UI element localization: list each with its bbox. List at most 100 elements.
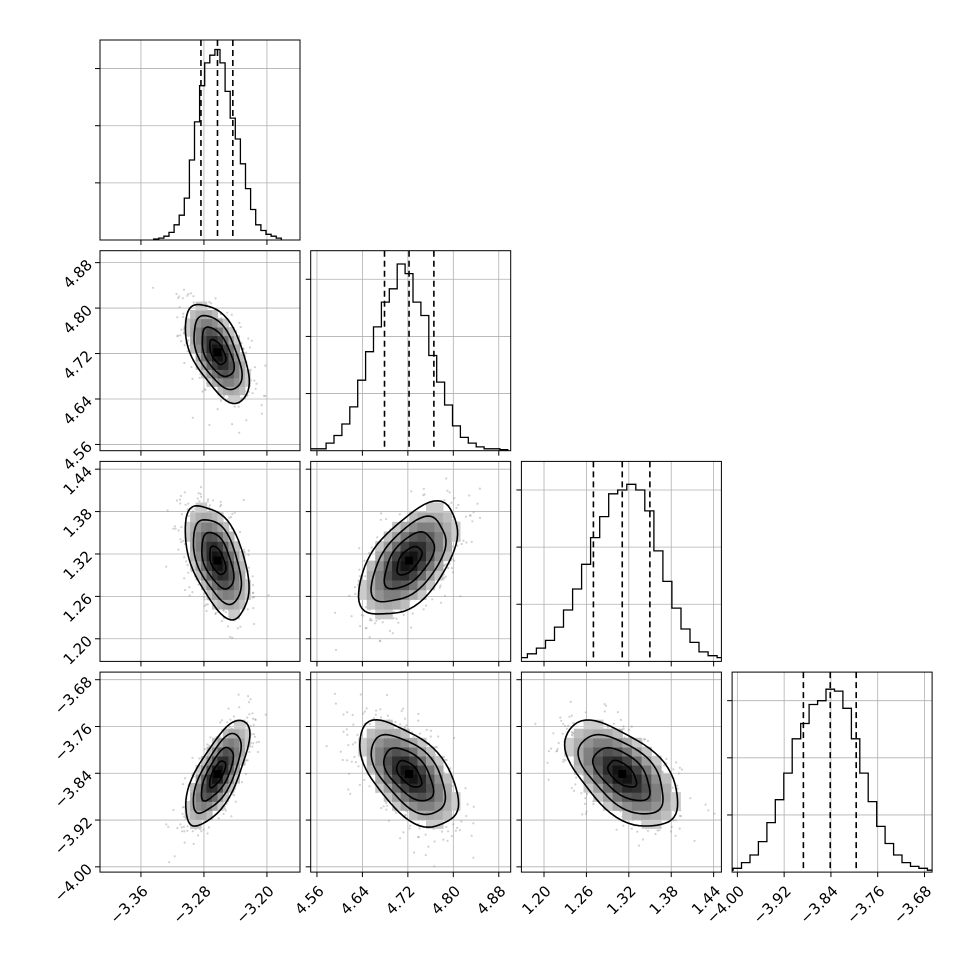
sample-point: [619, 718, 623, 722]
sample-point: [200, 830, 203, 833]
sample-point: [562, 760, 565, 763]
density-cell: [392, 755, 402, 766]
sample-point: [183, 491, 186, 494]
density-cell: [417, 570, 427, 581]
contour-line: [208, 760, 227, 789]
density-cell: [228, 609, 235, 620]
density-cell: [201, 550, 208, 562]
density-cell: [206, 792, 213, 802]
density-cell: [417, 737, 427, 748]
sample-point: [565, 727, 569, 730]
x-tick-label: 1.20: [518, 882, 554, 918]
sample-point: [398, 513, 401, 516]
sample-point: [219, 721, 222, 724]
density-cell: [409, 512, 419, 523]
sample-point: [656, 829, 659, 832]
sample-point: [191, 416, 194, 419]
sample-point: [433, 865, 436, 868]
sample-point: [342, 730, 345, 733]
sample-point: [356, 733, 359, 737]
sample-point: [182, 288, 186, 291]
density-cell: [239, 560, 246, 571]
sample-point: [636, 830, 639, 833]
density-cell: [228, 377, 235, 387]
density-cell: [442, 801, 452, 811]
density-cell: [631, 774, 643, 784]
density-cell: [375, 541, 385, 552]
density-cell: [233, 377, 240, 387]
density-cell: [239, 746, 246, 757]
density-cell: [564, 746, 575, 757]
density-cell: [228, 360, 235, 370]
sample-point: [658, 829, 661, 832]
sample-point: [264, 364, 267, 367]
sample-point: [637, 844, 641, 847]
density-cell: [222, 327, 229, 337]
panel-frame: [99, 460, 301, 662]
density-cell: [184, 327, 191, 337]
density-cell: [426, 810, 436, 820]
sample-point: [392, 617, 395, 620]
sample-point: [585, 810, 588, 813]
density-cell: [206, 521, 213, 533]
density-cell: [201, 810, 208, 820]
sample-point: [347, 788, 350, 791]
sample-point: [713, 812, 716, 815]
density-cell: [583, 783, 594, 793]
sample-point: [555, 750, 558, 753]
sample-point: [563, 724, 567, 728]
density-cell: [602, 737, 614, 748]
sample-point: [460, 542, 463, 546]
density-cell: [417, 792, 427, 802]
sample-point: [251, 392, 254, 395]
density-cell: [201, 570, 208, 581]
sample-point: [643, 738, 647, 741]
sample-point: [450, 835, 453, 838]
sample-point: [206, 743, 209, 746]
sample-point: [382, 805, 385, 808]
density-cell: [383, 570, 393, 581]
density-cell: [573, 746, 585, 757]
sample-point: [245, 419, 248, 422]
sample-point: [177, 548, 180, 551]
sample-point: [646, 829, 650, 832]
sample-point: [351, 713, 354, 717]
density-cell: [195, 502, 202, 513]
density-cell: [190, 318, 197, 328]
sample-point: [677, 772, 680, 775]
sample-point: [253, 366, 257, 369]
density-cell: [392, 746, 402, 757]
sample-point: [679, 815, 683, 818]
density-cell: [222, 377, 229, 387]
sample-point: [222, 812, 225, 816]
density-cell: [426, 801, 436, 811]
sample-point: [173, 855, 176, 858]
sample-point: [198, 376, 201, 379]
density-cell: [651, 755, 662, 766]
density-cell: [358, 746, 368, 757]
sample-point: [556, 749, 559, 753]
sample-point: [220, 503, 223, 506]
sample-point: [207, 826, 210, 829]
sample-point: [168, 861, 171, 864]
sample-point: [678, 827, 681, 830]
sample-point: [230, 515, 233, 519]
density-cell: [217, 386, 224, 396]
density-cell: [451, 531, 461, 542]
sample-point: [179, 502, 182, 505]
density-cell: [434, 783, 444, 793]
contour-line: [370, 515, 447, 603]
sample-point: [449, 767, 452, 770]
panel-3-2: 1.20 1.26 1.32 1.38 1.44: [516, 671, 724, 918]
sample-point: [346, 759, 349, 762]
sample-point: [224, 809, 227, 812]
density-cell: [201, 335, 208, 345]
density-cell: [641, 764, 652, 775]
density-cell: [195, 335, 202, 345]
sample-point: [422, 608, 425, 611]
sample-point: [368, 785, 371, 788]
sample-point: [176, 335, 179, 338]
density-cell: [409, 783, 419, 793]
density-cell: [201, 579, 208, 591]
panel-frame: [99, 39, 301, 241]
